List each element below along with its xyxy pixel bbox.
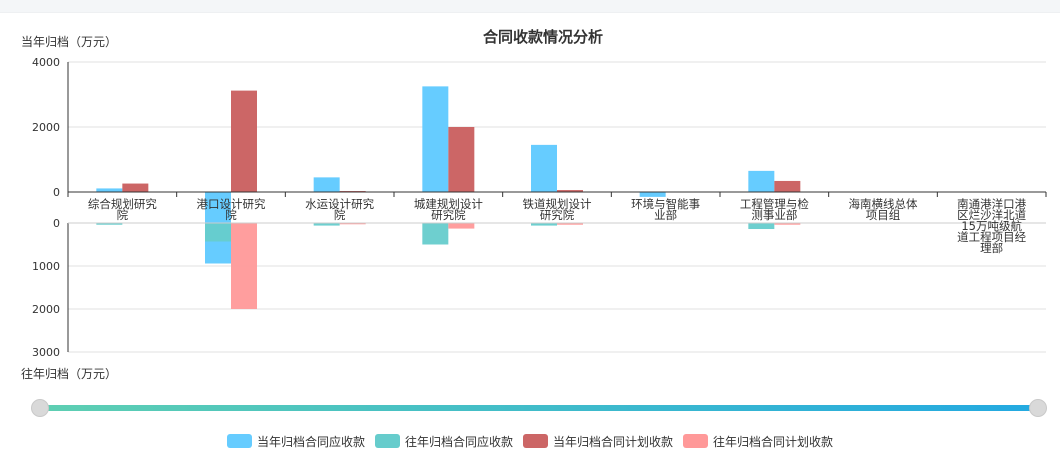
- legend-label: 往年归档合同计划收款: [713, 433, 833, 450]
- data-zoom-start-handle[interactable]: [31, 399, 49, 417]
- chart-legend: 当年归档合同应收款 往年归档合同应收款 当年归档合同计划收款 往年归档合同计划收款: [0, 431, 1060, 451]
- bottom-y-tick-label: 3000: [32, 346, 60, 359]
- x-category-label: 城建规划设计研究院: [414, 197, 483, 222]
- bar: [748, 223, 774, 229]
- legend-swatch: [375, 434, 400, 448]
- data-zoom-end-handle[interactable]: [1029, 399, 1047, 417]
- bar: [205, 223, 231, 241]
- bar: [422, 223, 448, 245]
- bottom-y-tick-label: 2000: [32, 303, 60, 316]
- legend-label: 当年归档合同应收款: [257, 433, 365, 450]
- top-y-axis-label: 当年归档（万元）: [21, 35, 117, 49]
- bar: [448, 223, 474, 229]
- legend-label: 当年归档合同计划收款: [553, 433, 673, 450]
- chart-title: 合同收款情况分析: [482, 28, 603, 46]
- legend-item[interactable]: 往年归档合同计划收款: [683, 431, 833, 451]
- legend-swatch: [683, 434, 708, 448]
- bottom-y-tick-label: 1000: [32, 260, 60, 273]
- top-y-tick-label: 4000: [32, 56, 60, 69]
- legend-item[interactable]: 往年归档合同应收款: [375, 431, 513, 451]
- bar: [231, 223, 257, 309]
- x-category-label: 水运设计研究院: [305, 197, 374, 222]
- bar: [748, 171, 774, 192]
- bar: [448, 127, 474, 192]
- legend-swatch: [523, 434, 548, 448]
- bottom-y-tick-label: 0: [53, 217, 60, 230]
- legend-item[interactable]: 当年归档合同计划收款: [523, 431, 673, 451]
- bar: [531, 145, 557, 192]
- x-category-label: 综合规划研究院: [88, 197, 157, 222]
- x-category-label: 铁道规划设计研究院: [523, 197, 592, 222]
- x-category-label: 工程管理与检测事业部: [740, 197, 809, 222]
- bar: [96, 188, 122, 192]
- bar: [422, 86, 448, 192]
- legend-swatch: [227, 434, 252, 448]
- bar: [231, 91, 257, 192]
- data-zoom-track[interactable]: [40, 405, 1038, 411]
- data-zoom-slider[interactable]: [40, 398, 1038, 418]
- top-y-tick-label: 0: [53, 186, 60, 199]
- bar: [774, 181, 800, 192]
- legend-item[interactable]: 当年归档合同应收款: [227, 431, 365, 451]
- top-y-tick-label: 2000: [32, 121, 60, 134]
- x-category-label: 环境与智能事业部: [631, 197, 700, 222]
- x-category-label: 海南横线总体项目组: [849, 197, 918, 222]
- bar: [314, 177, 340, 192]
- legend-label: 往年归档合同应收款: [405, 433, 513, 450]
- bar: [122, 184, 148, 192]
- bottom-y-axis-label: 往年归档（万元）: [21, 366, 117, 381]
